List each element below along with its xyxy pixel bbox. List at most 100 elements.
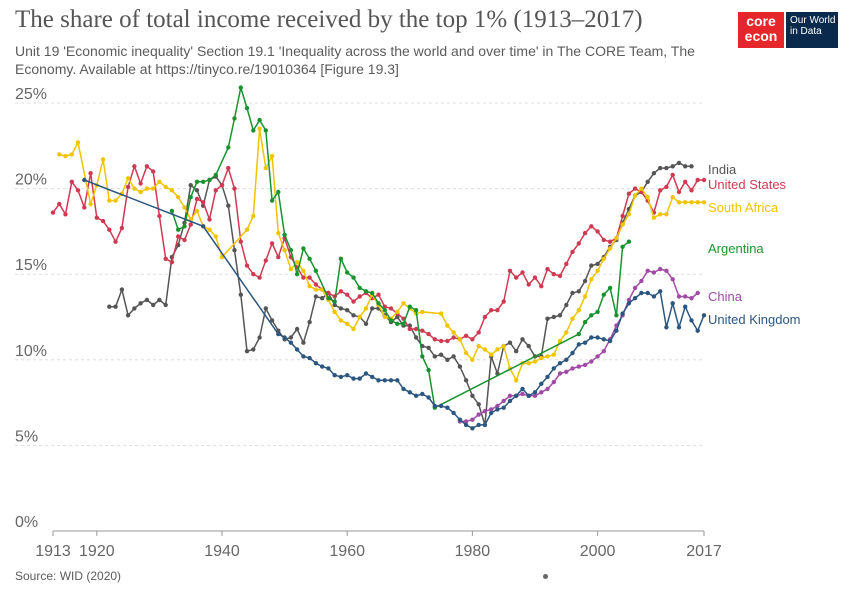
data-point-united-kingdom[interactable] <box>595 335 600 340</box>
data-point-china[interactable] <box>551 379 556 385</box>
data-point-united-states[interactable] <box>307 275 312 280</box>
data-point-south-africa[interactable] <box>338 318 344 323</box>
data-point-argentina[interactable] <box>607 285 613 291</box>
data-point-united-kingdom[interactable] <box>626 301 632 306</box>
data-point-south-africa[interactable] <box>157 179 162 184</box>
data-point-south-africa[interactable] <box>113 198 118 203</box>
data-point-argentina[interactable] <box>357 285 362 291</box>
data-point-united-kingdom[interactable] <box>639 290 644 296</box>
data-point-south-africa[interactable] <box>301 268 306 273</box>
data-point-argentina[interactable] <box>169 208 175 214</box>
data-point-south-africa[interactable] <box>282 248 287 253</box>
data-point-united-states[interactable] <box>589 224 594 229</box>
data-point-south-africa[interactable] <box>632 193 638 198</box>
data-point-united-kingdom[interactable] <box>313 361 319 366</box>
data-point-united-states[interactable] <box>382 304 387 309</box>
data-point-argentina[interactable] <box>401 321 406 326</box>
data-point-india[interactable] <box>545 316 550 321</box>
data-point-argentina[interactable] <box>263 128 268 133</box>
data-point-united-states[interactable] <box>69 179 75 184</box>
data-point-united-kingdom[interactable] <box>645 290 650 296</box>
data-point-south-africa[interactable] <box>476 343 481 349</box>
data-point-united-kingdom[interactable] <box>683 304 688 309</box>
data-point-united-kingdom[interactable] <box>658 289 663 294</box>
data-point-south-africa[interactable] <box>582 294 588 299</box>
data-point-united-states[interactable] <box>125 184 131 190</box>
data-point-india[interactable] <box>307 319 312 325</box>
series-argentina[interactable] <box>169 85 632 410</box>
series-label-china[interactable]: China <box>708 289 743 304</box>
data-point-india[interactable] <box>570 290 575 296</box>
data-point-argentina[interactable] <box>395 321 400 326</box>
data-point-united-states[interactable] <box>88 171 93 176</box>
data-point-argentina[interactable] <box>614 313 619 318</box>
data-point-india[interactable] <box>301 340 306 345</box>
data-point-united-kingdom[interactable] <box>345 373 350 378</box>
data-point-south-africa[interactable] <box>244 227 250 232</box>
data-point-india[interactable] <box>157 297 162 303</box>
series-line-argentina[interactable] <box>171 87 630 409</box>
data-point-india[interactable] <box>658 165 663 171</box>
data-point-united-kingdom[interactable] <box>395 378 400 383</box>
data-point-united-kingdom[interactable] <box>689 318 694 323</box>
data-point-united-states[interactable] <box>226 165 231 171</box>
data-point-south-africa[interactable] <box>132 186 137 191</box>
data-point-argentina[interactable] <box>351 275 356 280</box>
data-point-united-states[interactable] <box>269 241 275 246</box>
data-point-india[interactable] <box>557 313 563 318</box>
data-point-united-states[interactable] <box>50 210 56 215</box>
data-point-united-states[interactable] <box>658 188 663 193</box>
data-point-south-africa[interactable] <box>213 234 218 239</box>
series-label-india[interactable]: India <box>708 162 737 177</box>
data-point-united-states[interactable] <box>113 239 118 244</box>
data-point-south-africa[interactable] <box>57 152 62 157</box>
data-point-india[interactable] <box>582 278 588 284</box>
data-point-south-africa[interactable] <box>664 212 669 217</box>
data-point-united-kingdom[interactable] <box>557 361 563 366</box>
data-point-argentina[interactable] <box>194 179 200 184</box>
data-point-south-africa[interactable] <box>551 352 556 357</box>
data-point-china[interactable] <box>676 294 682 299</box>
data-point-india[interactable] <box>426 345 431 350</box>
data-point-united-kingdom[interactable] <box>651 294 657 299</box>
data-point-india[interactable] <box>670 164 675 169</box>
data-point-united-kingdom[interactable] <box>476 422 481 428</box>
data-point-china[interactable] <box>670 277 675 282</box>
data-point-china[interactable] <box>683 294 688 299</box>
data-point-india[interactable] <box>676 160 682 166</box>
data-point-argentina[interactable] <box>363 289 369 294</box>
data-point-south-africa[interactable] <box>307 284 312 289</box>
data-point-argentina[interactable] <box>288 248 294 253</box>
data-point-china[interactable] <box>589 359 594 364</box>
data-point-united-kingdom[interactable] <box>401 386 406 392</box>
data-point-united-kingdom[interactable] <box>432 403 437 409</box>
data-point-united-states[interactable] <box>501 299 506 304</box>
data-point-united-states[interactable] <box>695 177 700 183</box>
data-point-south-africa[interactable] <box>539 355 544 361</box>
data-point-united-kingdom[interactable] <box>526 393 531 398</box>
data-point-south-africa[interactable] <box>463 350 469 356</box>
data-point-china[interactable] <box>482 409 488 414</box>
data-point-south-africa[interactable] <box>163 184 168 190</box>
data-point-united-states[interactable] <box>194 196 200 202</box>
data-point-argentina[interactable] <box>413 308 419 313</box>
data-point-united-kingdom[interactable] <box>495 407 500 412</box>
data-point-south-africa[interactable] <box>689 200 694 205</box>
data-point-south-africa[interactable] <box>151 186 156 191</box>
data-point-china[interactable] <box>476 412 481 417</box>
data-point-united-states[interactable] <box>107 227 112 232</box>
data-point-united-states[interactable] <box>664 184 669 190</box>
data-point-united-states[interactable] <box>476 330 481 335</box>
data-point-china[interactable] <box>489 407 494 412</box>
series-line-united-kingdom[interactable] <box>84 179 705 430</box>
data-point-south-africa[interactable] <box>263 165 268 171</box>
data-point-south-africa[interactable] <box>670 195 675 200</box>
data-point-argentina[interactable] <box>232 116 237 121</box>
data-point-united-kingdom[interactable] <box>82 177 87 183</box>
data-point-argentina[interactable] <box>582 319 588 325</box>
data-point-india[interactable] <box>363 321 369 326</box>
data-point-south-africa[interactable] <box>545 354 550 359</box>
data-point-south-africa[interactable] <box>532 359 538 364</box>
data-point-china[interactable] <box>532 393 538 398</box>
data-point-south-africa[interactable] <box>651 215 657 220</box>
